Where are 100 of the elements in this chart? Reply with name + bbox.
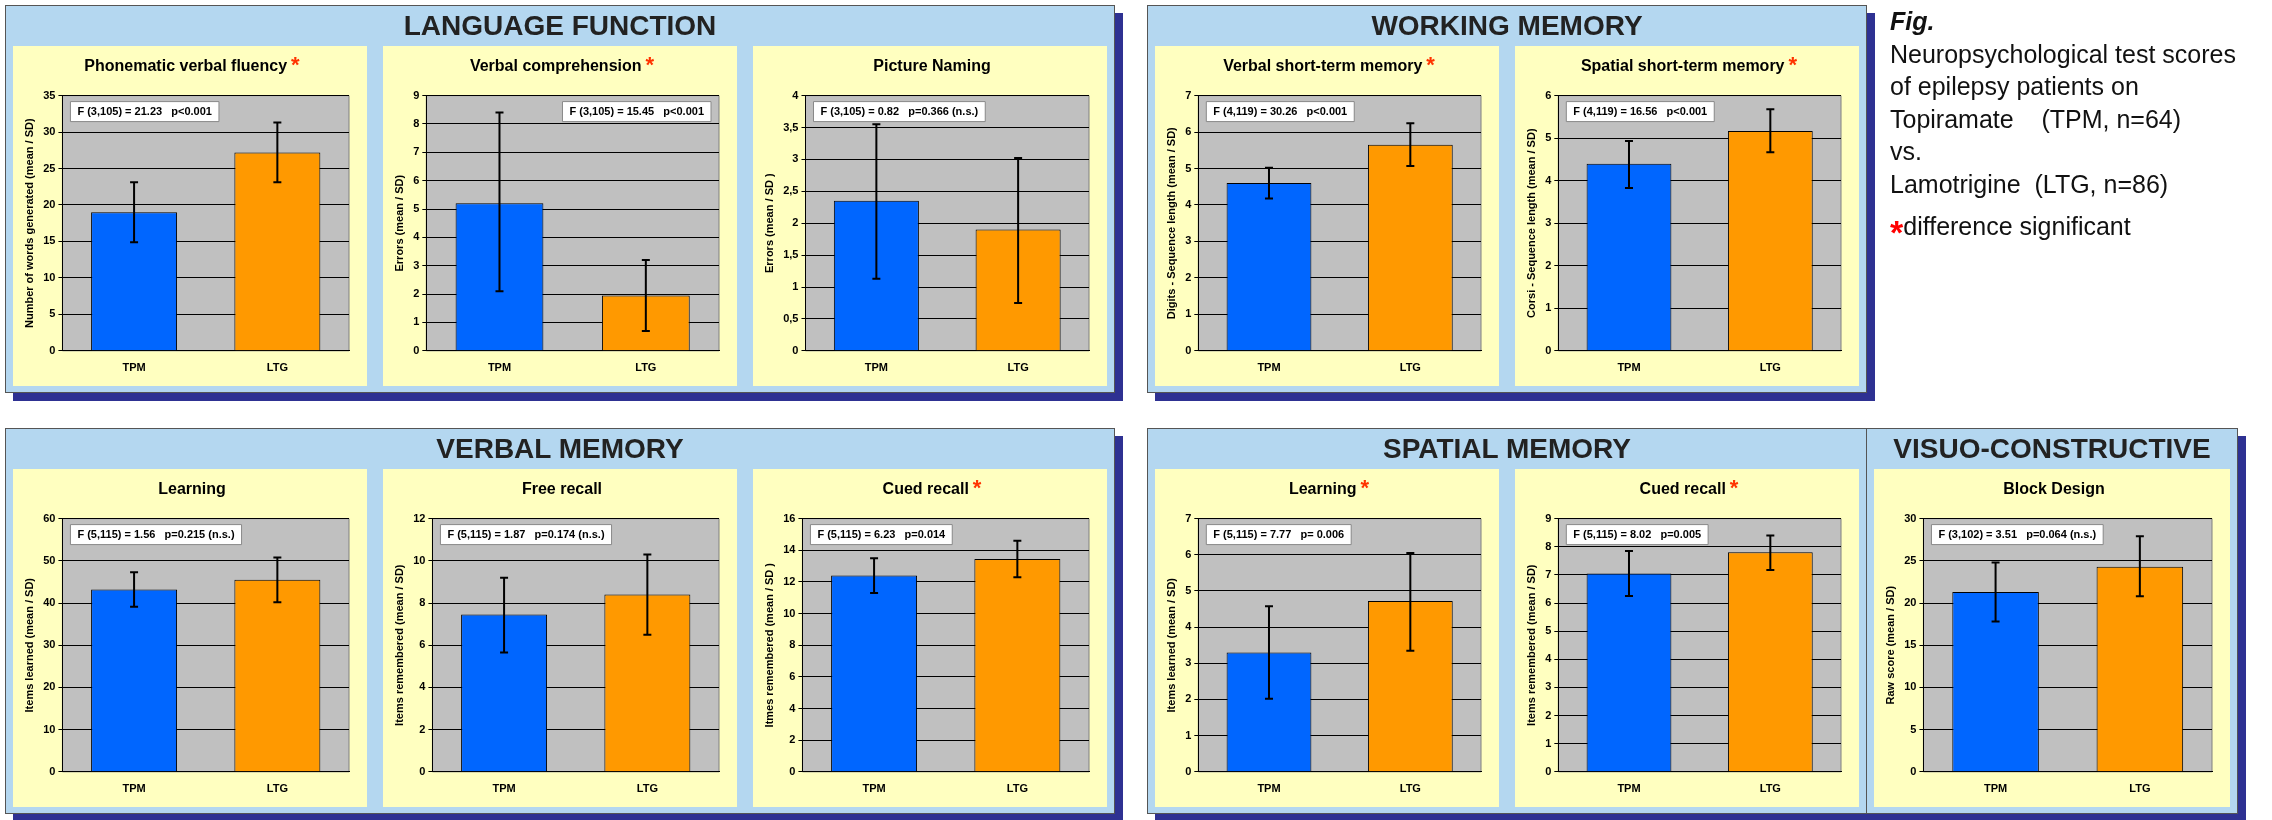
- text: Topiramate (TPM, n=64): [1890, 103, 2183, 135]
- x-tick-label: TPM: [862, 782, 886, 795]
- y-tick-label: 6: [1185, 547, 1192, 560]
- x-tick-label: TPM: [1257, 782, 1281, 795]
- y-tick-label: 25: [43, 161, 56, 174]
- chart-title: Learning: [158, 480, 226, 498]
- y-tick-label: 7: [413, 145, 420, 158]
- y-tick-label: 6: [1545, 596, 1552, 609]
- chart-title: Learning: [1288, 480, 1357, 498]
- y-tick-label: 0: [1545, 343, 1552, 356]
- y-tick-label: 0: [49, 764, 56, 777]
- chart-title: Verbal comprehension: [469, 57, 642, 75]
- text: *: [1729, 475, 1739, 501]
- y-tick-label: 0: [419, 764, 426, 777]
- y-tick-label: 14: [783, 543, 797, 556]
- annotation: F (3,105) = 0.82 p=0.366 (n.s.): [820, 104, 979, 117]
- annotation: F (5,115) = 7.77 p= 0.006: [1213, 527, 1345, 540]
- y-tick-label: 3: [1545, 680, 1552, 693]
- x-tick-label: LTG: [1759, 361, 1781, 374]
- y-tick-label: 50: [43, 553, 56, 566]
- annotation: F (3,102) = 3.51 p=0.064 (n.s.): [1938, 527, 2097, 540]
- x-tick-label: LTG: [1006, 782, 1028, 795]
- text: LANGUAGE FUNCTION: [402, 9, 718, 43]
- text: *: [1890, 213, 1904, 251]
- y-tick-label: 3,5: [783, 120, 799, 133]
- y-tick-label: 30: [43, 125, 56, 138]
- y-axis-title: Digits - Sequence length (mean / SD): [1164, 126, 1177, 320]
- y-tick-label: 8: [413, 116, 420, 129]
- y-tick-label: 30: [43, 638, 56, 651]
- y-tick-label: 15: [1904, 638, 1917, 651]
- x-tick-label: LTG: [635, 361, 657, 374]
- y-tick-label: 25: [1904, 553, 1917, 566]
- x-tick-label: LTG: [1399, 361, 1421, 374]
- annotation: F (5,115) = 6.23 p=0.014: [817, 527, 947, 540]
- y-tick-label: 5: [49, 307, 56, 320]
- y-tick-label: 8: [419, 596, 426, 609]
- y-tick-label: 30: [1904, 511, 1917, 524]
- x-tick-label: TPM: [1617, 782, 1641, 795]
- chart-title: Phonematic verbal fluency: [84, 57, 288, 75]
- y-axis-title: Items remembered (mean / SD): [392, 564, 405, 726]
- chart-title: Verbal short-term memory: [1223, 57, 1423, 75]
- chart-title: Block Design: [2003, 480, 2105, 498]
- y-tick-label: 0: [1185, 343, 1192, 356]
- text: *: [291, 52, 300, 78]
- text: *: [1360, 475, 1370, 501]
- y-axis-title: Number of words generated (mean / SD): [22, 118, 35, 329]
- y-tick-label: 0: [49, 343, 56, 356]
- y-axis-title: Errors (mean / SD ): [762, 173, 775, 274]
- x-tick-label: LTG: [1007, 361, 1029, 374]
- y-tick-label: 2: [792, 216, 799, 229]
- y-tick-label: 1,5: [783, 248, 799, 261]
- y-axis-title: Itmes remembered (mean / SD ): [762, 562, 775, 728]
- y-tick-label: 20: [43, 198, 56, 210]
- annotation: F (5,115) = 1.56 p=0.215 (n.s.): [77, 527, 235, 540]
- text: VISUO-CONSTRUCTIVE: [1892, 432, 2212, 466]
- x-tick-label: TPM: [492, 782, 516, 795]
- y-axis-title: Items learned (mean / SD): [1164, 577, 1177, 713]
- y-tick-label: 10: [43, 722, 56, 735]
- y-tick-label: 5: [413, 202, 420, 215]
- y-tick-label: 0: [1910, 764, 1917, 777]
- x-tick-label: TPM: [487, 361, 512, 374]
- y-tick-label: 3: [1545, 216, 1552, 229]
- y-tick-label: 5: [1545, 131, 1552, 144]
- y-tick-label: 6: [413, 173, 420, 186]
- y-tick-label: 10: [1904, 680, 1917, 693]
- chart-title: Cued recall: [882, 480, 969, 498]
- x-tick-label: LTG: [1399, 782, 1421, 795]
- y-tick-label: 7: [1185, 88, 1192, 101]
- y-tick-label: 6: [1185, 125, 1192, 138]
- y-tick-label: 4: [419, 680, 427, 693]
- y-tick-label: 0,5: [783, 311, 799, 324]
- y-tick-label: 12: [783, 574, 796, 587]
- y-tick-label: 2: [789, 733, 796, 746]
- y-tick-label: 2: [1185, 270, 1192, 283]
- text: *: [972, 475, 982, 501]
- y-tick-label: 2: [1545, 708, 1552, 721]
- y-tick-label: 0: [789, 764, 796, 777]
- y-tick-label: 20: [1904, 596, 1917, 609]
- y-axis-title: Errors (mean / SD): [392, 174, 405, 272]
- y-axis-title: Raw score (mean / SD): [1883, 585, 1896, 705]
- text: VERBAL MEMORY: [435, 432, 685, 466]
- y-tick-label: 2,5: [783, 184, 799, 197]
- y-tick-label: 10: [783, 606, 796, 619]
- text: Lamotrigine (LTG, n=86): [1890, 168, 2170, 200]
- y-tick-label: 2: [1185, 692, 1192, 705]
- y-tick-label: 20: [43, 680, 56, 693]
- x-tick-label: TPM: [122, 782, 146, 795]
- y-tick-label: 60: [43, 511, 56, 524]
- text: Neuropsychological test scores of epilepsy patients on: [1890, 38, 2237, 102]
- y-tick-label: 9: [1545, 511, 1552, 524]
- chart-title: Picture Naming: [873, 57, 991, 75]
- y-tick-label: 10: [43, 270, 56, 283]
- x-tick-label: LTG: [266, 361, 288, 374]
- y-tick-label: 40: [43, 596, 56, 609]
- annotation: F (3,105) = 21.23 p<0.001: [77, 104, 212, 117]
- y-tick-label: 4: [792, 88, 800, 101]
- y-tick-label: 6: [1545, 88, 1552, 101]
- y-tick-label: 5: [1185, 583, 1192, 596]
- x-tick-label: TPM: [864, 361, 888, 374]
- annotation: F (4,119) = 16.56 p<0.001: [1573, 104, 1708, 117]
